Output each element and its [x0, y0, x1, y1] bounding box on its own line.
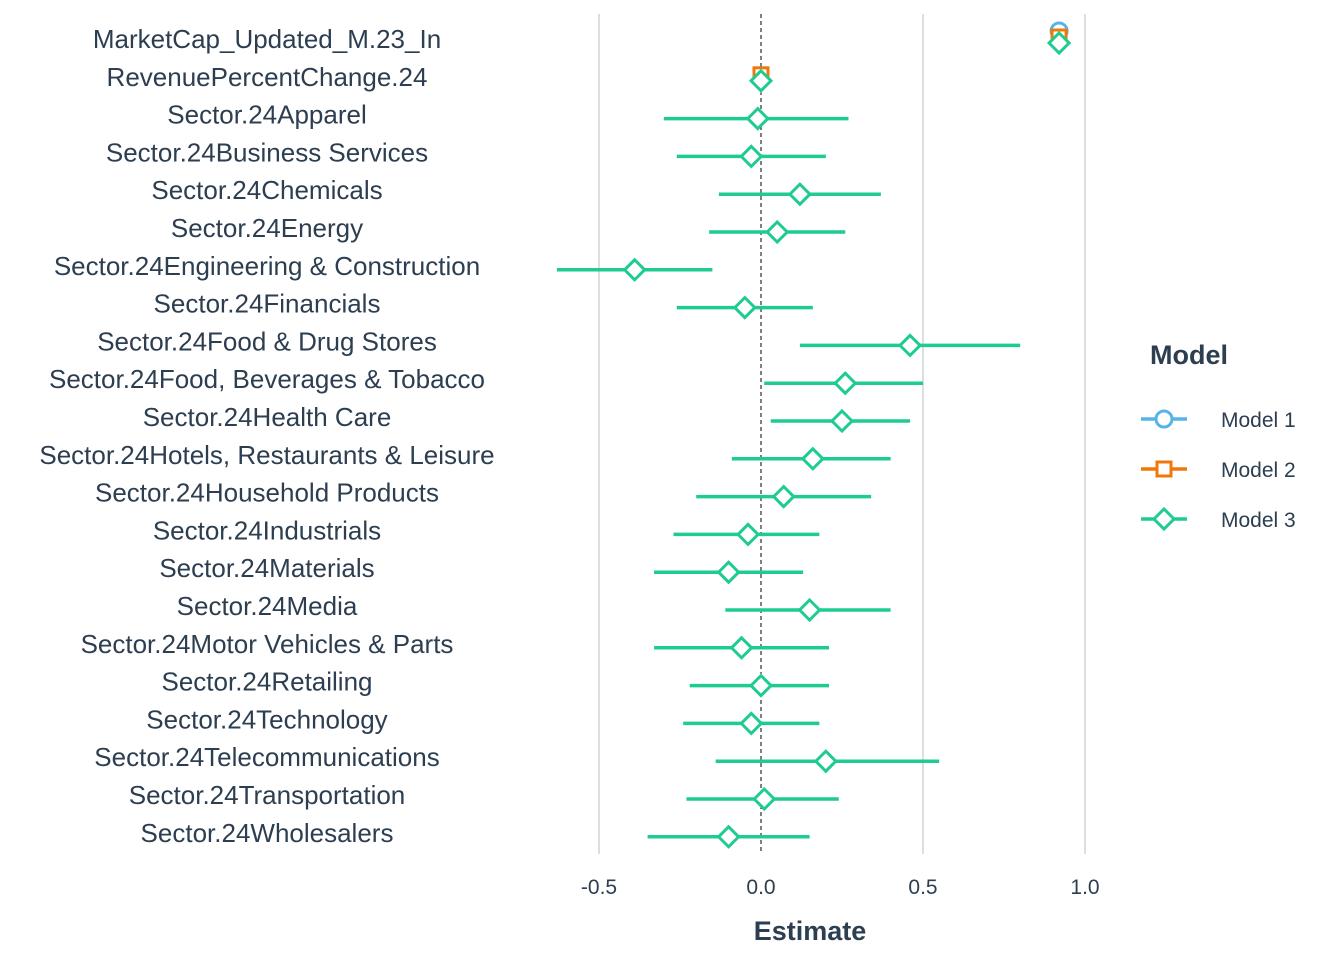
legend-label: Model 2: [1221, 459, 1296, 482]
point-estimate: [716, 824, 741, 849]
point-estimate: [739, 711, 764, 736]
point-estimate: [813, 749, 838, 774]
legend: Model Model 1 Model 2 Model 3: [1141, 340, 1296, 532]
x-tick-label: -0.5: [581, 876, 617, 899]
legend-item: Model 3: [1141, 506, 1296, 532]
point-estimate: [752, 786, 777, 812]
series-model-3: [556, 30, 1072, 849]
term-label: Sector.24Industrials: [153, 515, 381, 545]
point-estimate: [771, 484, 796, 509]
point-estimate: [748, 68, 774, 93]
x-tick-label: 1.0: [1070, 876, 1099, 899]
legend-key-marker: [1151, 506, 1177, 532]
legend-label: Model 1: [1221, 409, 1296, 432]
legend-label: Model 3: [1221, 509, 1296, 532]
legend-item: Model 2: [1141, 459, 1296, 482]
point-estimate: [745, 106, 770, 131]
point-estimate: [797, 597, 822, 623]
x-tick-label: 0.0: [746, 876, 775, 899]
term-label: MarketCap_Updated_M.23_In: [93, 24, 441, 54]
legend-key-marker: [1154, 409, 1174, 429]
point-estimate: [716, 560, 741, 585]
term-label: Sector.24Household Products: [95, 478, 439, 508]
term-label: Sector.24Media: [177, 591, 358, 621]
term-label: Sector.24Motor Vehicles & Parts: [81, 629, 454, 659]
term-labels: MarketCap_Updated_M.23_In RevenuePercentC…: [39, 24, 494, 848]
term-label: Sector.24Telecommunications: [94, 742, 439, 772]
point-estimate: [829, 408, 855, 434]
point-estimate: [765, 219, 790, 245]
term-label: Sector.24Health Care: [143, 402, 392, 432]
legend-item: Model 1: [1141, 409, 1296, 432]
point-estimate: [735, 522, 761, 547]
term-label: Sector.24Food, Beverages & Tobacco: [49, 364, 485, 394]
term-label: Sector.24Engineering & Construction: [54, 251, 480, 281]
term-label: Sector.24Technology: [146, 704, 387, 734]
point-estimate: [729, 635, 754, 660]
term-label: RevenuePercentChange.24: [107, 62, 428, 92]
legend-title: Model: [1150, 340, 1228, 370]
x-axis-title: Estimate: [754, 916, 867, 946]
term-label: Sector.24Energy: [171, 213, 363, 243]
term-label: Sector.24Wholesalers: [141, 818, 394, 848]
point-estimate: [739, 144, 764, 169]
term-label: Sector.24Food & Drug Stores: [97, 326, 437, 356]
point-estimate: [1046, 30, 1072, 56]
point-estimate: [732, 295, 757, 320]
point-estimate: [622, 257, 647, 282]
marks: [556, 21, 1072, 849]
point-estimate: [748, 673, 774, 698]
grid-layer: [598, 14, 1086, 854]
term-label: Sector.24Hotels, Restaurants & Leisure: [39, 440, 494, 470]
term-label: Sector.24Transportation: [129, 780, 406, 810]
point-estimate: [787, 182, 813, 207]
legend-key-marker: [1155, 460, 1173, 478]
term-label: Sector.24Retailing: [161, 667, 372, 697]
point-estimate: [800, 446, 825, 471]
term-label: Sector.24Apparel: [167, 100, 366, 130]
x-tick-label: 0.5: [908, 876, 937, 899]
term-label: Sector.24Business Services: [106, 137, 428, 167]
term-label: Sector.24Financials: [154, 289, 381, 319]
x-axis: -0.5 0.0 0.5 1.0: [581, 876, 1100, 899]
point-estimate: [897, 333, 923, 358]
term-label: Sector.24Chemicals: [151, 175, 382, 205]
term-label: Sector.24Materials: [159, 553, 374, 583]
point-estimate: [833, 371, 858, 396]
series-model-2: [752, 28, 1068, 84]
